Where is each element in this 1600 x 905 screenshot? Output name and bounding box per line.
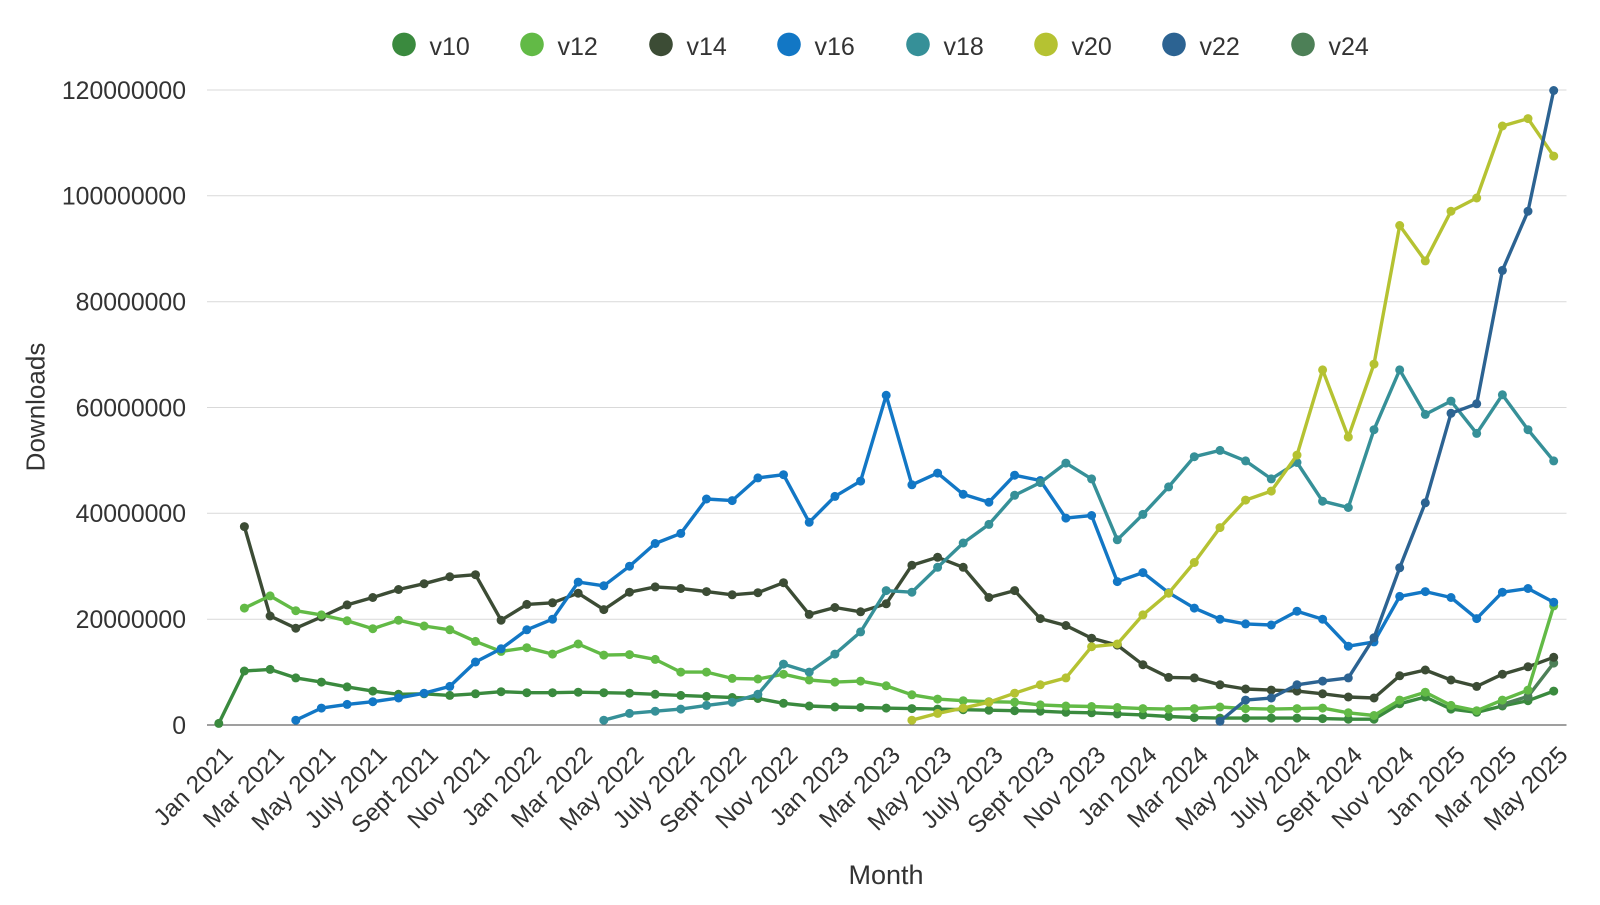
svg-text:v24: v24	[1329, 33, 1369, 61]
svg-text:40000000: 40000000	[76, 501, 186, 528]
svg-text:100000000: 100000000	[62, 184, 186, 211]
svg-text:v14: v14	[687, 33, 727, 61]
svg-text:v16: v16	[815, 33, 855, 61]
svg-text:v12: v12	[558, 33, 598, 61]
svg-text:60000000: 60000000	[76, 395, 186, 422]
svg-text:Downloads: Downloads	[21, 343, 51, 472]
svg-text:Month: Month	[848, 860, 923, 890]
svg-text:120000000: 120000000	[62, 78, 186, 105]
svg-text:v18: v18	[944, 33, 984, 61]
svg-text:80000000: 80000000	[76, 290, 186, 317]
svg-text:20000000: 20000000	[76, 607, 186, 634]
svg-text:0: 0	[172, 713, 186, 740]
svg-text:v10: v10	[430, 33, 470, 61]
svg-text:v22: v22	[1200, 33, 1240, 61]
svg-text:v20: v20	[1072, 33, 1112, 61]
